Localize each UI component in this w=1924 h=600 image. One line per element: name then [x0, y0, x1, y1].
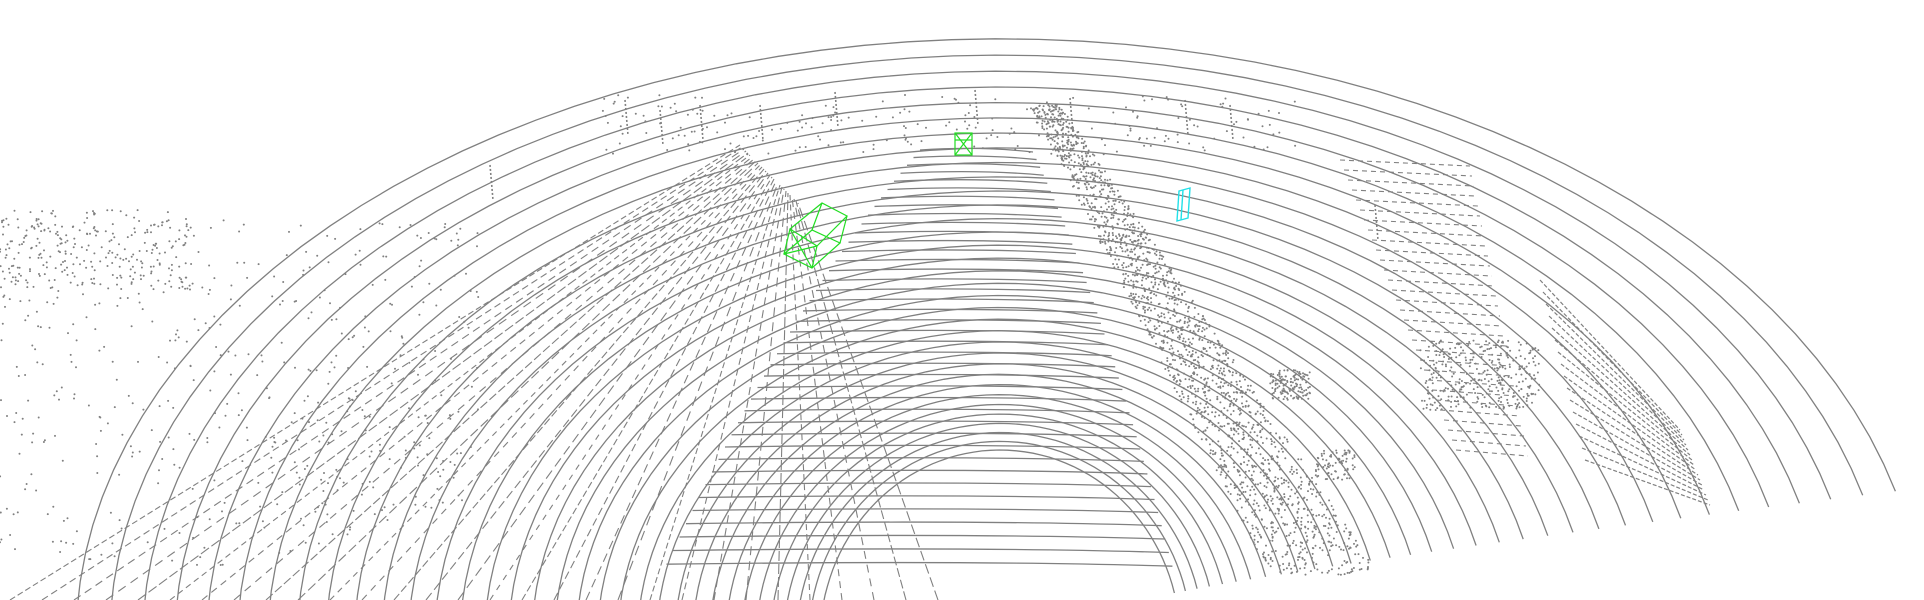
- lidar-points: [0, 38, 1896, 600]
- bbox-car-2[interactable]: [954, 132, 973, 156]
- bbox-pedestrian-1[interactable]: [1176, 187, 1191, 222]
- bbox-car-1[interactable]: [782, 202, 849, 269]
- bounding-boxes: [782, 132, 1191, 269]
